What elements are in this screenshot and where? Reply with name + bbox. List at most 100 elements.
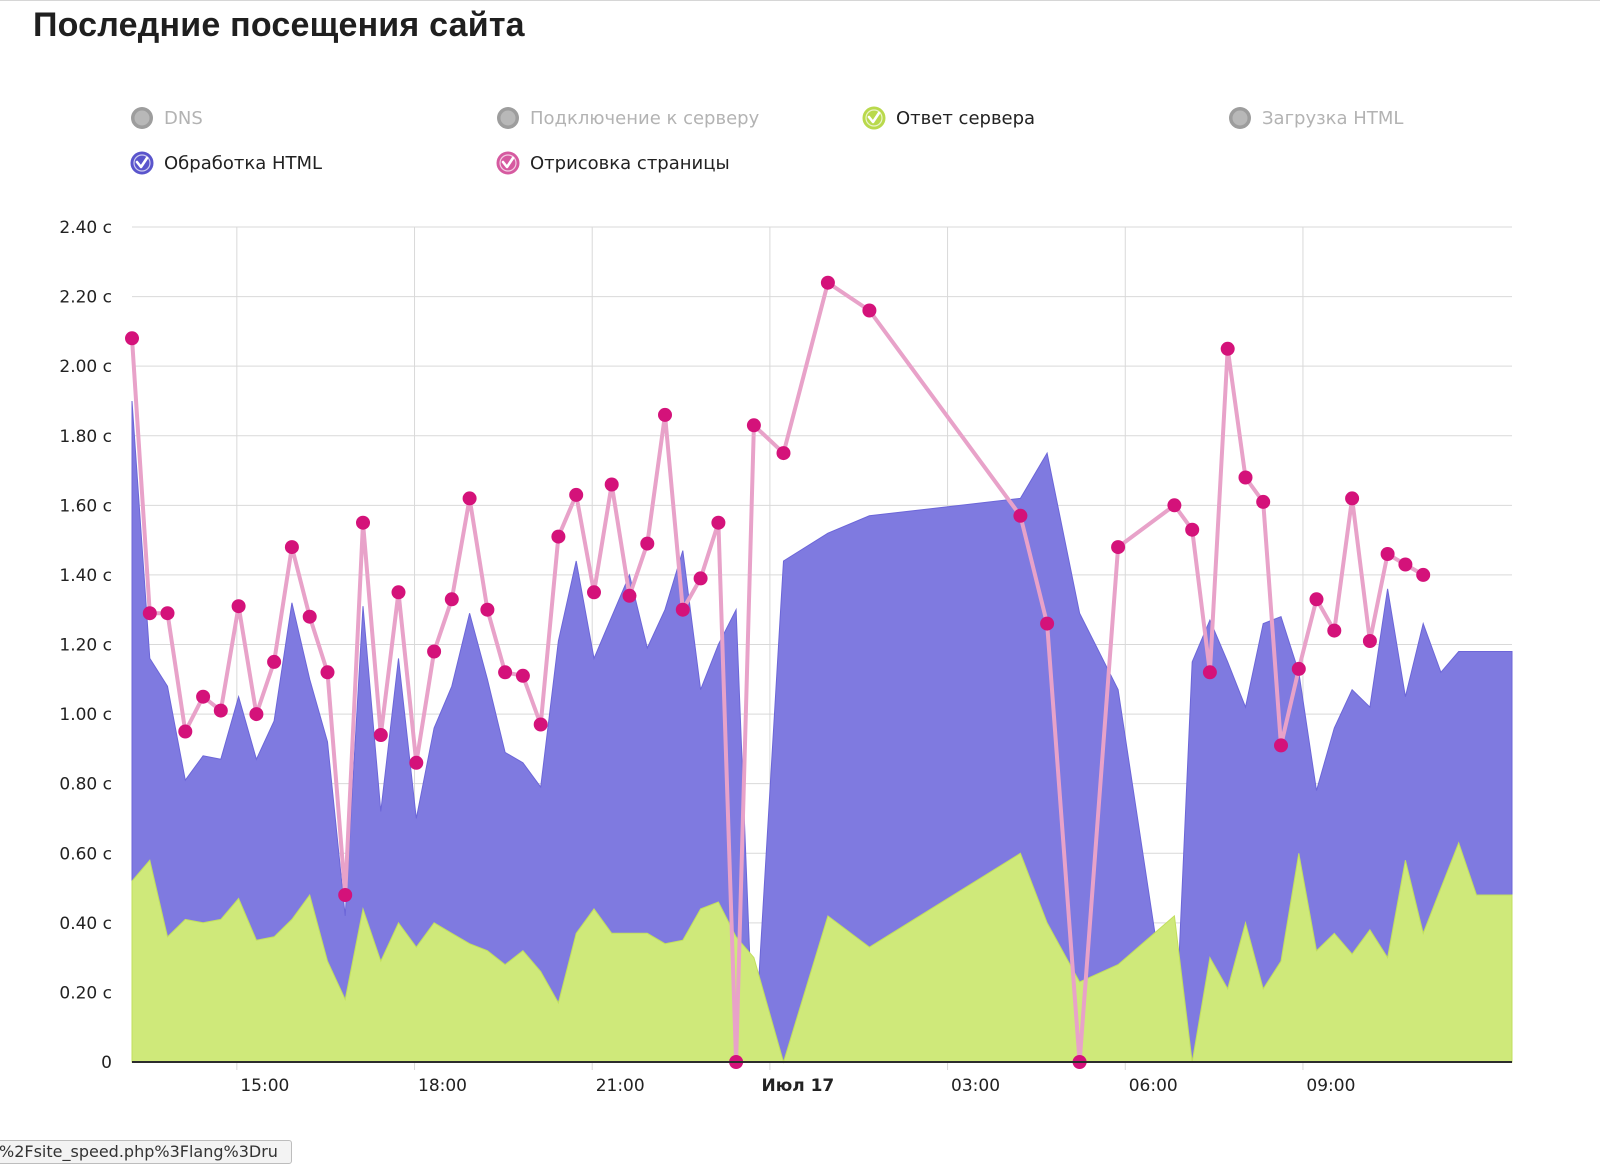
render-point (1040, 616, 1055, 631)
legend-label-download: Загрузка HTML (1262, 107, 1404, 129)
legend-toggle-connect-icon (497, 107, 519, 129)
legend-toggle-dns-icon (131, 107, 153, 129)
status-bar-url: %2Fsite_speed.php%3Flang%3Dru (0, 1140, 292, 1164)
y-tick-label: 2.00 с (59, 357, 112, 377)
render-point (693, 571, 708, 586)
render-point (1274, 738, 1288, 753)
legend-toggle-response-icon (862, 106, 886, 130)
render-point (302, 609, 317, 624)
x-tick-label: Июл 17 (761, 1076, 834, 1096)
render-point (1398, 557, 1413, 572)
y-tick-label: 1.00 с (59, 705, 112, 725)
render-point (320, 665, 335, 680)
x-tick-label: 15:00 (240, 1076, 289, 1096)
render-point (820, 275, 835, 290)
render-point (480, 602, 495, 617)
x-tick-label: 03:00 (951, 1076, 1000, 1096)
render-point (1309, 592, 1324, 607)
render-point (196, 689, 211, 704)
legend-label-render: Отрисовка страницы (530, 152, 730, 174)
render-point (125, 331, 139, 346)
response-area (131, 841, 1513, 1064)
render-point (1380, 547, 1395, 561)
render-point (249, 707, 264, 722)
render-point (1345, 491, 1360, 506)
render-point (1256, 494, 1271, 509)
render-point (444, 592, 459, 607)
render-point (284, 540, 299, 555)
y-tick-label: 2.20 с (59, 288, 112, 308)
legend-dot-inner (500, 110, 516, 126)
render-point (604, 477, 619, 492)
render-point (498, 665, 513, 680)
legend-dot-ring (499, 154, 517, 172)
render-point (1291, 661, 1306, 676)
x-tick-label: 18:00 (418, 1076, 467, 1096)
legend-item-connect[interactable]: Подключение к серверу (496, 106, 759, 130)
render-point (160, 606, 175, 621)
render-point (658, 407, 672, 422)
render-point (1111, 540, 1126, 555)
render-point (142, 606, 157, 621)
series-areas (131, 400, 1513, 1064)
legend-item-render[interactable]: Отрисовка страницы (496, 151, 730, 175)
x-tick-label: 09:00 (1306, 1076, 1355, 1096)
render-point (267, 654, 282, 669)
legend-dot-inner (1232, 110, 1248, 126)
legend-toggle-render-icon (496, 151, 520, 175)
legend-toggle-processing-icon (130, 151, 154, 175)
render-point (622, 588, 637, 603)
y-tick-label: 1.80 с (59, 427, 112, 447)
series-lines (125, 275, 1431, 1069)
legend-label-dns: DNS (164, 107, 203, 129)
y-tick-label: 1.60 с (59, 496, 112, 516)
render-point (409, 755, 424, 770)
top-border (0, 0, 1600, 5)
checkmark-icon (867, 111, 881, 124)
legend-item-download[interactable]: Загрузка HTML (1228, 106, 1403, 130)
render-point (711, 515, 726, 530)
render-point (862, 303, 877, 318)
legend-toggle-download-icon (1229, 107, 1251, 129)
render-point (1238, 470, 1253, 485)
y-tick-label: 1.20 с (59, 636, 112, 656)
render-point (1202, 665, 1217, 680)
legend-item-dns[interactable]: DNS (130, 106, 203, 130)
y-tick-label: 2.40 с (59, 218, 112, 238)
y-tick-label: 1.40 с (59, 566, 112, 586)
y-tick-label: 0.80 с (59, 775, 112, 795)
render-point (356, 515, 370, 530)
checkmark-icon (135, 156, 149, 169)
render-point (391, 585, 406, 600)
render-point (675, 602, 690, 617)
render-point (373, 728, 388, 742)
render-point (338, 888, 353, 902)
y-tick-label: 0.40 с (59, 914, 112, 934)
y-tick-label: 0 (101, 1053, 112, 1073)
y-tick-label: 0.60 с (59, 844, 112, 864)
render-line (130, 280, 1425, 1064)
axis-labels: 0 0.20 с 0.40 с 0.60 с 0.80 с 1.00 с 1.20 с 1.4… (59, 218, 1355, 1096)
render-point (1185, 522, 1200, 537)
render-point (1220, 341, 1235, 356)
legend-item-processing[interactable]: Обработка HTML (130, 151, 322, 175)
y-tick-label: 0.20 с (59, 983, 112, 1003)
legend-item-response[interactable]: Ответ сервера (862, 106, 1035, 130)
page-title: Последние посещения сайта (33, 6, 525, 44)
render-point (178, 724, 193, 739)
legend-dot-inner (134, 110, 150, 126)
x-tick-label: 06:00 (1129, 1076, 1178, 1096)
render-point (640, 536, 655, 551)
legend-label-response: Ответ сервера (896, 107, 1036, 129)
render-point (231, 599, 246, 614)
render-point (462, 491, 477, 506)
processing-area (131, 400, 1513, 1063)
render-point (1416, 567, 1431, 582)
render-point (213, 703, 228, 718)
render-point (776, 446, 791, 461)
legend-dot-ring (865, 109, 883, 127)
render-point (1362, 634, 1377, 648)
render-point (515, 668, 530, 683)
render-point (1327, 623, 1342, 638)
x-tick-label: 21:00 (596, 1076, 645, 1096)
